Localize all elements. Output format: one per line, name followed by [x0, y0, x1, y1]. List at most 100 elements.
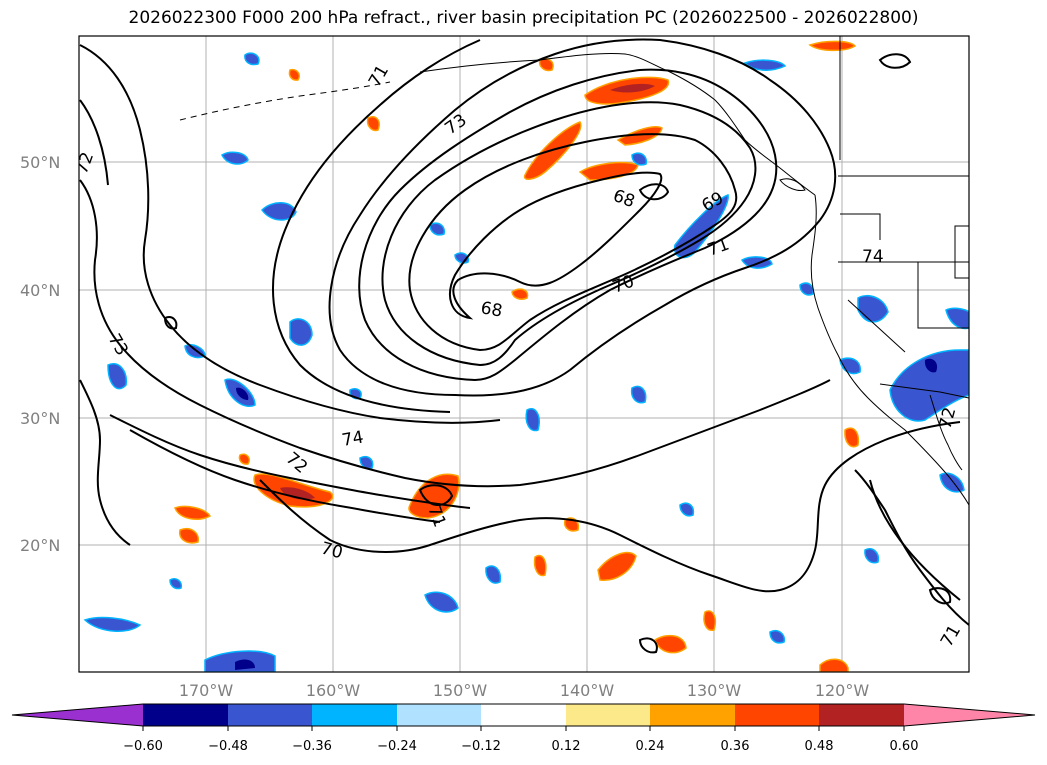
contour-73: [272, 39, 481, 413]
north-america-coast: [810, 194, 969, 506]
negative-patch: [83, 616, 142, 632]
longitude-label: 150°W: [433, 681, 488, 700]
negative-patch: [244, 52, 260, 66]
negative-patch: [939, 472, 965, 493]
negative-patch: [799, 282, 815, 296]
longitude-label: 130°W: [687, 681, 742, 700]
contour-east-lobe: [854, 469, 969, 626]
positive-patch: [597, 551, 637, 581]
longitude-label: 170°W: [179, 681, 234, 700]
negative-patch: [236, 387, 249, 400]
contour-68: [449, 171, 663, 320]
negative-patch: [429, 222, 446, 236]
colorbar-extend-low: [12, 704, 143, 726]
mexico-border: [879, 383, 969, 399]
positive-patch: [511, 288, 529, 300]
colorbar-label: 0.12: [552, 739, 581, 754]
gulf-of-california: [929, 394, 963, 471]
negative-patch: [743, 59, 787, 71]
map-panel: [79, 36, 969, 672]
positive-patch: [819, 658, 849, 672]
contour-70: [381, 101, 757, 367]
colorbar-segment: [228, 704, 312, 726]
negative-patch: [169, 577, 183, 590]
contour-small: [418, 484, 454, 506]
negative-patch: [631, 152, 648, 166]
state-border: [917, 262, 969, 329]
longitude-labels: 170°W 160°W 150°W 140°W 130°W 120°W: [179, 681, 870, 700]
graticule: [79, 36, 969, 672]
contour-72-lower: [109, 414, 471, 509]
colorbar-segment: [143, 704, 228, 726]
positive-patch: [533, 554, 547, 577]
colorbar-ticks: [142, 726, 905, 731]
precipitation-pc-fills: [83, 40, 969, 672]
contour-label: 74: [340, 427, 365, 450]
colorbar-extend-high: [904, 704, 1035, 726]
colorbar-segment: [397, 704, 481, 726]
positive-patch: [179, 528, 199, 544]
colorbar: −0.60 −0.48 −0.36 −0.24 −0.12 0.12 0.24 …: [11, 703, 1036, 754]
colorbar-segment: [481, 704, 566, 726]
contour-small: [928, 587, 952, 605]
state-border: [847, 299, 906, 353]
positive-patch: [616, 126, 663, 146]
colorbar-segment: [566, 704, 650, 726]
contour-72: [328, 38, 837, 397]
contour-west-north: [79, 99, 109, 186]
longitude-label: 120°W: [815, 681, 870, 700]
negative-patch: [945, 307, 969, 330]
state-border: [954, 225, 969, 279]
latitude-label: 40°N: [20, 281, 60, 300]
latitude-labels: 50°N 40°N 30°N 20°N: [20, 153, 60, 555]
negative-patch: [485, 565, 502, 584]
negative-patch: [769, 630, 786, 644]
negative-patch: [359, 456, 374, 470]
positive-patch: [288, 68, 301, 81]
colorbar-labels: −0.60 −0.48 −0.36 −0.24 −0.12 0.12 0.24 …: [123, 739, 918, 754]
colorbar-label: −0.48: [208, 739, 248, 754]
contour-small: [638, 183, 670, 201]
positive-patch: [280, 487, 315, 500]
map-title: 2026022300 F000 200 hPa refract., river …: [128, 8, 919, 28]
negative-patch: [221, 151, 249, 165]
colorbar-label: −0.36: [292, 739, 332, 754]
negative-patch: [839, 357, 861, 375]
colorbar-label: −0.12: [461, 739, 501, 754]
negative-patch: [235, 659, 255, 670]
colorbar-label: −0.24: [377, 739, 417, 754]
positive-patch: [366, 116, 380, 132]
colorbar-segment: [735, 704, 819, 726]
colorbar-label: 0.24: [636, 739, 665, 754]
refractivity-contours: [79, 38, 969, 654]
positive-patch: [238, 453, 251, 465]
longitude-label: 140°W: [560, 681, 615, 700]
contour-71: [358, 68, 778, 382]
contour-small: [878, 53, 912, 69]
contour-label: 74: [862, 247, 884, 267]
negative-patch: [261, 202, 297, 221]
colorbar-label: −0.60: [123, 739, 163, 754]
contour-west-lobe: [79, 379, 131, 546]
state-border: [840, 213, 881, 240]
positive-patch: [703, 610, 717, 631]
colorbar-label: 0.36: [721, 739, 750, 754]
negative-patch: [889, 349, 969, 422]
positive-patch: [174, 505, 212, 521]
contour-71-lower: [129, 429, 441, 523]
negative-patch: [289, 318, 313, 346]
longitude-label: 160°W: [306, 681, 361, 700]
positive-patch: [808, 40, 857, 52]
map-frame: [78, 35, 970, 673]
positive-patch: [654, 634, 687, 654]
contour-73b: [79, 44, 501, 424]
colorbar-segment: [650, 704, 735, 726]
contour-69: [408, 133, 738, 352]
latitude-label: 50°N: [20, 153, 60, 172]
colorbar-segment: [819, 704, 904, 726]
negative-patch: [924, 358, 938, 373]
negative-patch: [424, 591, 459, 613]
colorbar-label: 0.60: [890, 739, 919, 754]
negative-patch: [864, 548, 880, 564]
